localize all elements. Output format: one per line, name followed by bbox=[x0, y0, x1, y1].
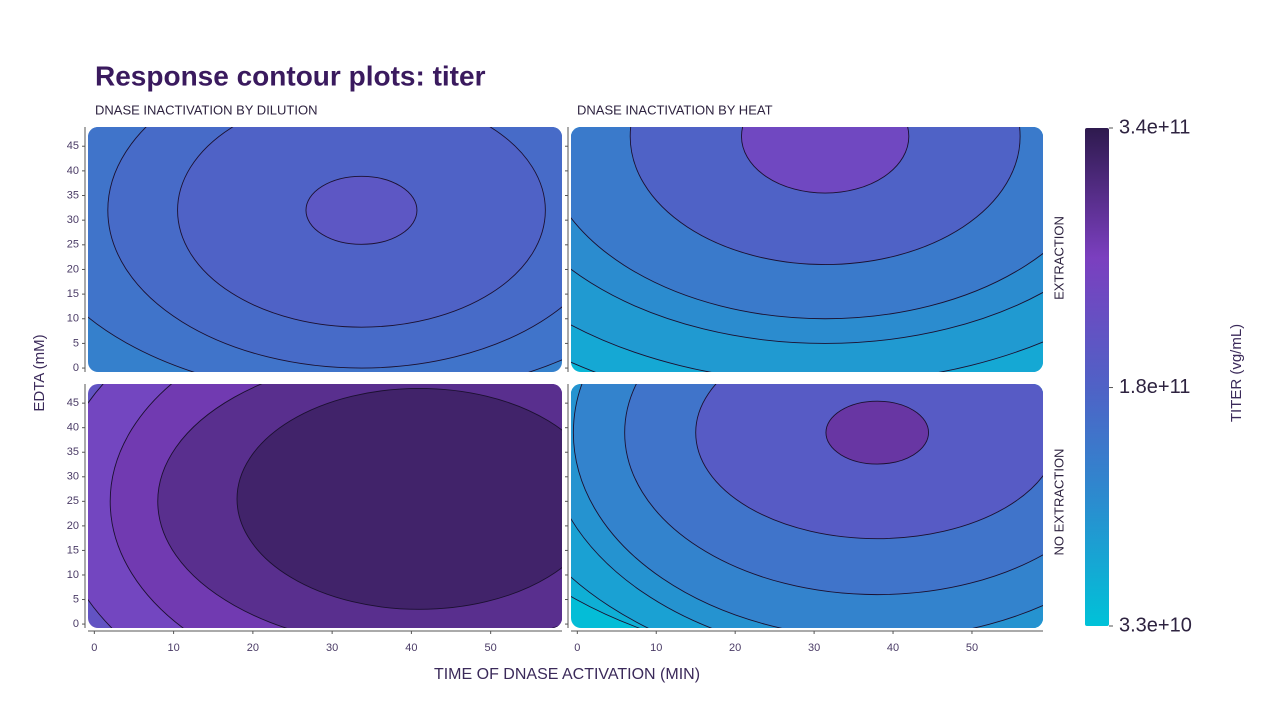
y-tick-label: 20 bbox=[67, 520, 79, 532]
y-tick-label: 25 bbox=[67, 239, 79, 251]
y-tick-label: 5 bbox=[73, 593, 79, 605]
row-label: EXTRACTION bbox=[1051, 216, 1066, 300]
x-tick-label: 30 bbox=[808, 642, 820, 654]
y-tick-label: 20 bbox=[67, 263, 79, 275]
y-tick-label: 15 bbox=[67, 544, 79, 556]
x-tick-label: 20 bbox=[247, 642, 259, 654]
y-tick-label: 40 bbox=[67, 422, 79, 434]
y-tick-label: 15 bbox=[67, 288, 79, 300]
colorbar-tick-label: 3.4e+11 bbox=[1119, 116, 1190, 138]
contour-region bbox=[236, 387, 562, 610]
y-tick-label: 35 bbox=[67, 446, 79, 458]
x-tick-label: 10 bbox=[650, 642, 662, 654]
contour-region bbox=[825, 400, 930, 465]
panel bbox=[571, 127, 1043, 372]
y-tick-label: 25 bbox=[67, 495, 79, 507]
x-tick-label: 0 bbox=[574, 642, 580, 654]
colorbar-label: TITER (vg/mL) bbox=[1228, 324, 1245, 422]
y-tick-label: 0 bbox=[73, 362, 79, 374]
colorbar bbox=[1085, 128, 1109, 626]
x-tick-label: 30 bbox=[326, 642, 338, 654]
y-tick-label: 30 bbox=[67, 471, 79, 483]
chart-title: Response contour plots: titer bbox=[95, 60, 486, 91]
y-tick-label: 45 bbox=[67, 397, 79, 409]
y-tick-label: 35 bbox=[67, 189, 79, 201]
y-axis-label: EDTA (mM) bbox=[31, 334, 48, 411]
y-tick-label: 5 bbox=[73, 337, 79, 349]
x-tick-label: 10 bbox=[167, 642, 179, 654]
x-tick-label: 40 bbox=[405, 642, 417, 654]
y-tick-label: 10 bbox=[67, 313, 79, 325]
x-tick-label: 40 bbox=[887, 642, 899, 654]
contour-region bbox=[305, 175, 418, 245]
colorbar-tick-label: 3.3e+10 bbox=[1119, 614, 1192, 636]
panel bbox=[88, 384, 562, 628]
x-tick-label: 0 bbox=[91, 642, 97, 654]
y-tick-label: 10 bbox=[67, 569, 79, 581]
y-tick-label: 0 bbox=[73, 618, 79, 630]
y-tick-label: 30 bbox=[67, 214, 79, 226]
panel bbox=[88, 127, 562, 372]
colorbar-tick-label: 1.8e+11 bbox=[1119, 376, 1190, 398]
row-label: NO EXTRACTION bbox=[1051, 449, 1066, 556]
y-tick-label: 45 bbox=[67, 140, 79, 152]
x-tick-label: 50 bbox=[966, 642, 978, 654]
x-axis-label: TIME OF DNASE ACTIVATION (MIN) bbox=[434, 666, 700, 683]
y-tick-label: 40 bbox=[67, 165, 79, 177]
column-label: DNASE INACTIVATION BY DILUTION bbox=[95, 102, 317, 117]
x-tick-label: 20 bbox=[729, 642, 741, 654]
contour-region bbox=[741, 127, 910, 194]
panel bbox=[571, 384, 1043, 628]
column-label: DNASE INACTIVATION BY HEAT bbox=[577, 102, 773, 117]
x-tick-label: 50 bbox=[485, 642, 497, 654]
